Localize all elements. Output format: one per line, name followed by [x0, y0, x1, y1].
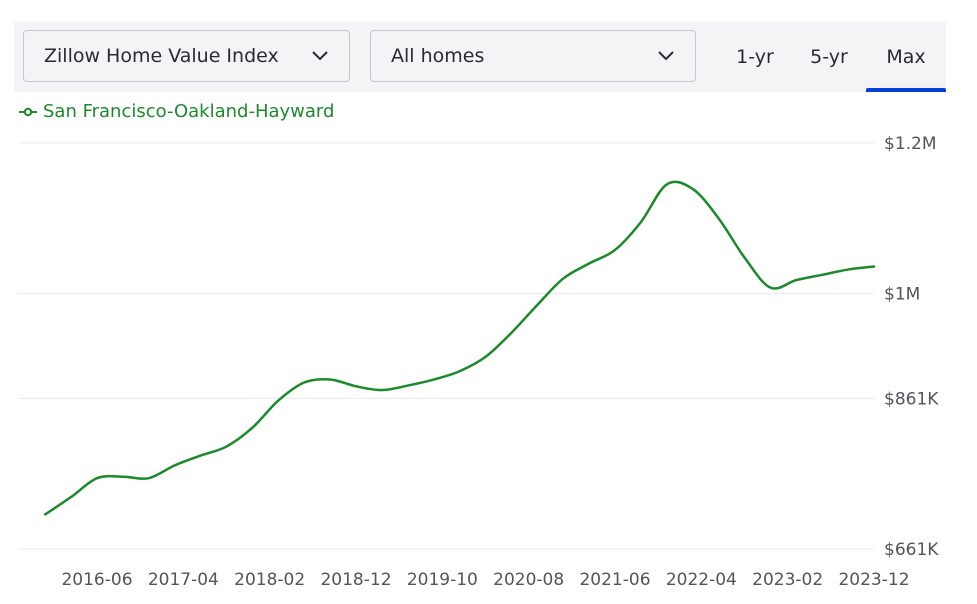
x-tick-label: 2020-08	[493, 570, 564, 590]
legend-series-label: San Francisco-Oakland-Hayward	[43, 101, 335, 122]
x-tick-label: 2023-12	[838, 570, 909, 590]
metric-select-label: Zillow Home Value Index	[44, 45, 279, 67]
home-type-select-label: All homes	[391, 45, 485, 67]
x-tick-label: 2018-12	[320, 570, 391, 590]
chevron-down-icon	[658, 51, 674, 61]
x-tick-label: 2022-04	[666, 570, 737, 590]
x-tick-label: 2023-02	[752, 570, 823, 590]
chart-controls: Zillow Home Value Index All homes 1-yr 5…	[14, 22, 946, 92]
series-line[interactable]	[43, 180, 876, 516]
x-tick-label: 2018-02	[234, 570, 305, 590]
y-tick-label: $861K	[884, 389, 939, 409]
metric-select[interactable]: Zillow Home Value Index	[23, 30, 350, 82]
tab-5-yr-label: 5-yr	[810, 46, 848, 68]
x-tick-label: 2017-04	[148, 570, 219, 590]
y-axis-ticks: $661K $861K $1M $1.2M	[884, 134, 939, 560]
y-tick-label: $1.2M	[884, 134, 937, 154]
x-tick-label: 2016-06	[61, 570, 132, 590]
chart-legend[interactable]: San Francisco-Oakland-Hayward	[19, 101, 334, 122]
grid-lines	[18, 142, 874, 550]
tab-max[interactable]: Max	[866, 22, 946, 92]
home-type-select[interactable]: All homes	[370, 30, 696, 82]
tab-max-label: Max	[886, 46, 926, 68]
y-tick-label: $1M	[884, 285, 920, 305]
x-axis-ticks: 2016-06 2017-04 2018-02 2018-12 2019-10 2020-…	[61, 570, 909, 590]
time-range-tabs: 1-yr 5-yr Max	[718, 22, 946, 92]
tab-5-yr[interactable]: 5-yr	[792, 22, 866, 92]
x-tick-label: 2021-06	[579, 570, 650, 590]
legend-line-marker-icon	[19, 107, 37, 116]
x-tick-label: 2019-10	[407, 570, 478, 590]
chevron-down-icon	[312, 51, 328, 61]
y-tick-label: $661K	[884, 540, 939, 560]
tab-1-yr[interactable]: 1-yr	[718, 22, 792, 92]
series-group	[43, 180, 876, 516]
tab-1-yr-label: 1-yr	[736, 46, 774, 68]
